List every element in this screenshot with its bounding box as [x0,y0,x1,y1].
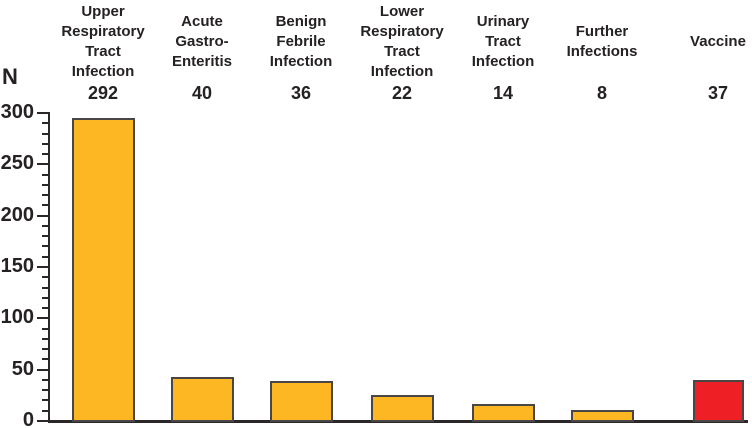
category-label-line: Respiratory [360,23,444,40]
y-tick-label: 300 [0,101,34,123]
y-axis-minor-tick [42,338,50,340]
value-label-benign-febrile-infection: 36 [290,83,312,103]
y-axis-minor-tick [42,256,50,258]
y-axis-minor-tick [42,399,50,401]
category-label-line: Infection [471,53,535,70]
y-axis-minor-tick [42,348,50,350]
y-tick-label: 250 [0,152,34,174]
bar-further-infections [570,410,634,422]
category-label-acute-gastro-enteritis: Acute Gastro- Enteritis [132,12,272,72]
value-label-urinary-tract-infection: 14 [492,83,514,103]
y-axis-minor-tick [42,328,50,330]
category-label-benign-febrile-infection: Benign Febrile Infection [231,12,371,72]
y-axis-minor-tick [42,358,50,360]
y-axis-minor-tick [42,297,50,299]
y-axis-minor-tick [42,143,50,145]
bar-vaccine [692,380,744,422]
y-axis-minor-tick [42,245,50,247]
category-label-line: Urinary [476,13,530,30]
y-axis-minor-tick [42,194,50,196]
category-label-line: Tract [85,43,121,60]
y-axis-title: N [2,64,18,89]
bar-acute-gastro-enteritis [170,377,234,422]
category-label-line: Acute [181,13,223,30]
y-axis-minor-tick [42,389,50,391]
value-label-further-infections: 8 [596,83,607,103]
y-axis-minor-tick [42,379,50,381]
y-tick-label: 150 [0,255,34,277]
bar-urinary-tract-infection [471,404,535,422]
category-label-lower-respiratory-tract-infection: Lower Respiratory Tract Infection [332,2,472,82]
category-label-line: Respiratory [61,23,145,40]
category-label-line: Febrile [276,33,326,50]
y-axis-major-tick [37,163,50,165]
y-axis-major-tick [37,112,50,114]
y-axis-minor-tick [42,225,50,227]
category-label-line: Infection [71,63,135,80]
value-label-upper-respiratory-tract-infection: 292 [87,83,119,103]
y-axis-minor-tick [42,307,50,309]
y-axis-minor-tick [42,153,50,155]
y-axis-minor-tick [42,174,50,176]
category-label-line: Enteritis [171,53,232,70]
y-axis-major-tick [37,215,50,217]
y-tick-label: 0 [22,409,34,428]
category-label-line: Tract [384,43,420,60]
category-label-urinary-tract-infection: Urinary Tract Infection [433,12,573,72]
y-axis-major-tick [37,369,50,371]
y-tick-label: 200 [0,204,34,226]
y-tick-label: 100 [0,306,34,328]
y-axis-major-tick [37,317,50,319]
category-label-line: Upper [81,3,125,20]
y-axis-major-tick [37,266,50,268]
category-label-line: Lower [379,3,425,20]
bar-benign-febrile-infection [269,381,333,422]
bar-lower-respiratory-tract-infection [370,395,434,422]
y-tick-label: 50 [11,358,34,380]
category-label-line: Gastro- [175,33,229,50]
category-label-line: Further [575,23,629,40]
y-axis-minor-tick [42,133,50,135]
category-label-line: Infection [269,53,333,70]
y-axis-minor-tick [42,204,50,206]
y-axis-minor-tick [42,276,50,278]
category-label-line: Infections [566,43,638,60]
value-label-lower-respiratory-tract-infection: 22 [391,83,413,103]
category-label-line: Infection [370,63,434,80]
category-label-upper-respiratory-tract-infection: Upper Respiratory Tract Infection [33,2,173,82]
y-axis-minor-tick [42,235,50,237]
category-label-line: Vaccine [690,33,746,50]
y-axis-major-tick [37,420,50,422]
category-label-further-infections: Further Infections [532,22,672,62]
y-axis-minor-tick [42,184,50,186]
y-axis-minor-tick [42,287,50,289]
y-axis-minor-tick [42,410,50,412]
value-label-vaccine: 37 [707,83,729,103]
value-label-acute-gastro-enteritis: 40 [191,83,213,103]
category-label-line: Benign [275,13,327,30]
y-axis-minor-tick [42,122,50,124]
category-label-vaccine: Vaccine [648,32,752,52]
category-label-line: Tract [485,33,521,50]
bar-upper-respiratory-tract-infection [71,118,135,422]
